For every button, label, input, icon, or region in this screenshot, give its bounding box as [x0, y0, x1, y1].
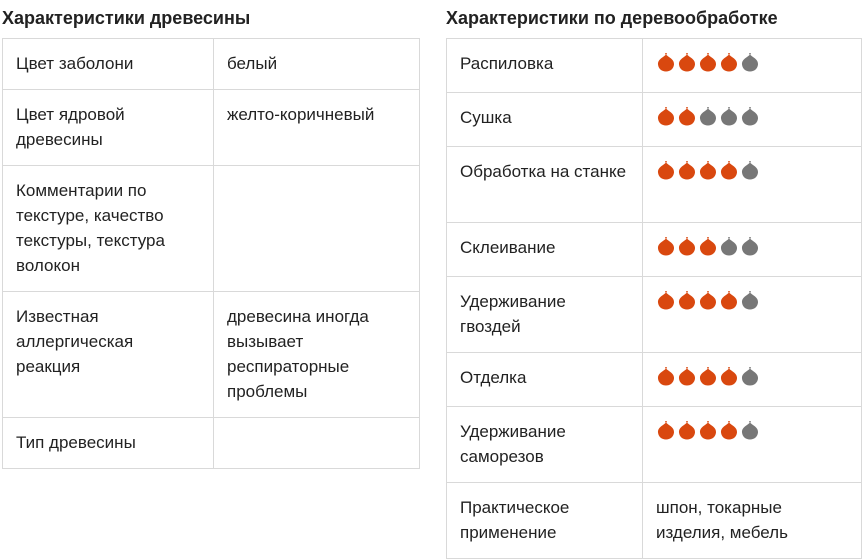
leaf-icon: [698, 421, 718, 441]
leaf-icon: [656, 367, 676, 387]
leaf-rating: [656, 159, 760, 181]
table-row: Склеивание: [446, 222, 862, 277]
leaf-rating: [656, 365, 760, 387]
wood-characteristics-title: Характеристики древесины: [2, 8, 251, 28]
leaf-icon: [740, 53, 760, 73]
row-label: Тип древесины: [2, 417, 214, 469]
leaf-rating: [656, 51, 760, 73]
table-row: Комментарии по текстуре, качество тексту…: [2, 165, 420, 292]
leaf-icon: [740, 107, 760, 127]
row-label: Практическое применение: [446, 482, 643, 559]
leaf-icon: [677, 161, 697, 181]
table-row: Обработка на станке: [446, 146, 862, 223]
row-label: Обработка на станке: [446, 146, 643, 223]
leaf-icon: [740, 291, 760, 311]
leaf-icon: [719, 53, 739, 73]
leaf-icon: [656, 53, 676, 73]
table-row: Распиловка: [446, 38, 862, 93]
leaf-icon: [719, 237, 739, 257]
leaf-icon: [719, 107, 739, 127]
row-label: Распиловка: [446, 38, 643, 93]
leaf-icon: [740, 161, 760, 181]
table-row: Сушка: [446, 92, 862, 147]
leaf-icon: [677, 291, 697, 311]
row-rating: [642, 146, 862, 223]
row-rating: [642, 276, 862, 353]
row-value: [213, 165, 420, 292]
row-rating: [642, 352, 862, 407]
row-value: древесина иногда вызывает респираторные …: [213, 291, 420, 418]
row-label: Известная аллергическая реакция: [2, 291, 214, 418]
leaf-icon: [719, 421, 739, 441]
row-label: Удерживание саморезов: [446, 406, 643, 483]
woodworking-characteristics-panel: Характеристики по деревообработке Распил…: [446, 0, 862, 559]
leaf-icon: [698, 237, 718, 257]
table-row: Практическое применение шпон, токарные и…: [446, 482, 862, 559]
leaf-icon: [719, 161, 739, 181]
woodworking-characteristics-title: Характеристики по деревообработке: [446, 8, 778, 28]
row-rating: [642, 222, 862, 277]
row-label: Склеивание: [446, 222, 643, 277]
leaf-icon: [677, 237, 697, 257]
row-value: белый: [213, 38, 420, 90]
table-row: Отделка: [446, 352, 862, 407]
row-rating: [642, 406, 862, 483]
row-rating: [642, 38, 862, 93]
leaf-rating: [656, 235, 760, 257]
table-row: Тип древесины: [2, 417, 420, 469]
row-value: [213, 417, 420, 469]
wood-characteristics-panel: Характеристики древесины Цвет заболони б…: [2, 0, 420, 469]
leaf-icon: [698, 367, 718, 387]
row-label: Комментарии по текстуре, качество тексту…: [2, 165, 214, 292]
leaf-rating: [656, 419, 760, 441]
leaf-icon: [656, 237, 676, 257]
row-label: Удерживание гвоздей: [446, 276, 643, 353]
table-row: Цвет ядровой древесины желто-коричневый: [2, 89, 420, 166]
leaf-icon: [740, 367, 760, 387]
table-row: Удерживание гвоздей: [446, 276, 862, 353]
table-row: Удерживание саморезов: [446, 406, 862, 483]
row-value: желто-коричневый: [213, 89, 420, 166]
leaf-icon: [698, 291, 718, 311]
leaf-icon: [656, 421, 676, 441]
leaf-icon: [698, 53, 718, 73]
row-value: шпон, токарные изделия, мебель: [642, 482, 862, 559]
row-label: Сушка: [446, 92, 643, 147]
leaf-icon: [740, 421, 760, 441]
table-row: Известная аллергическая реакция древесин…: [2, 291, 420, 418]
row-label: Цвет ядровой древесины: [2, 89, 214, 166]
leaf-icon: [719, 367, 739, 387]
leaf-icon: [677, 367, 697, 387]
leaf-rating: [656, 105, 760, 127]
wood-characteristics-table: Цвет заболони белый Цвет ядровой древеси…: [2, 38, 420, 469]
leaf-icon: [656, 161, 676, 181]
row-label: Отделка: [446, 352, 643, 407]
leaf-icon: [656, 291, 676, 311]
leaf-icon: [719, 291, 739, 311]
row-rating: [642, 92, 862, 147]
leaf-icon: [698, 161, 718, 181]
leaf-icon: [677, 53, 697, 73]
table-row: Цвет заболони белый: [2, 38, 420, 90]
leaf-icon: [677, 421, 697, 441]
row-label: Цвет заболони: [2, 38, 214, 90]
leaf-icon: [698, 107, 718, 127]
woodworking-characteristics-table: Распиловка Сушка Обработка на станке Скл…: [446, 38, 862, 559]
leaf-icon: [740, 237, 760, 257]
leaf-icon: [677, 107, 697, 127]
leaf-rating: [656, 289, 760, 311]
leaf-icon: [656, 107, 676, 127]
